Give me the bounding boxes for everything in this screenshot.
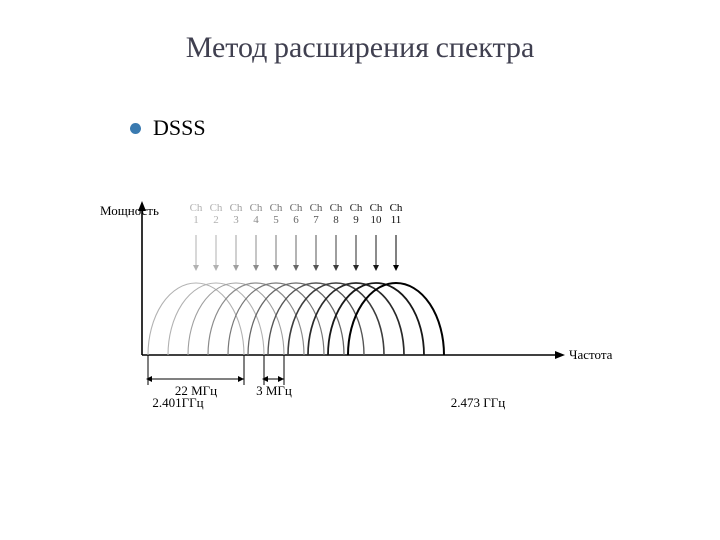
diagram-svg: МощностьЧастотаCh1Ch2Ch3Ch4Ch5Ch6Ch7Ch8C… bbox=[100, 195, 620, 455]
channel-label-4: Ch bbox=[250, 202, 263, 214]
x-axis-label: Частота bbox=[569, 347, 613, 362]
channel-number-3: 3 bbox=[233, 214, 239, 226]
channel-number-2: 2 bbox=[213, 214, 219, 226]
channel-number-7: 7 bbox=[313, 214, 319, 226]
freq-left-label: 2.401ГГц bbox=[152, 395, 203, 410]
channel-number-9: 9 bbox=[353, 214, 359, 226]
channel-arc-2 bbox=[168, 283, 264, 355]
channel-number-5: 5 bbox=[273, 214, 279, 226]
channel-number-10: 10 bbox=[371, 214, 383, 226]
channel-label-7: Ch bbox=[310, 202, 323, 214]
dim-3mhz-label: 3 МГц bbox=[256, 383, 292, 398]
channel-label-3: Ch bbox=[230, 202, 243, 214]
channel-number-6: 6 bbox=[293, 214, 299, 226]
dsss-spectrum-diagram: МощностьЧастотаCh1Ch2Ch3Ch4Ch5Ch6Ch7Ch8C… bbox=[100, 195, 620, 455]
channel-number-1: 1 bbox=[193, 214, 199, 226]
channel-label-2: Ch bbox=[210, 202, 223, 214]
freq-right-label: 2.473 ГГц bbox=[451, 395, 506, 410]
channel-arc-1 bbox=[148, 283, 244, 355]
channel-label-6: Ch bbox=[290, 202, 303, 214]
slide-root: Метод расширения спектра DSSS Мощность Ча… bbox=[0, 0, 720, 540]
channel-number-4: 4 bbox=[253, 214, 259, 226]
bullet-icon bbox=[130, 123, 141, 134]
channel-number-8: 8 bbox=[333, 214, 339, 226]
channel-label-8: Ch bbox=[330, 202, 343, 214]
channel-label-5: Ch bbox=[270, 202, 283, 214]
y-axis-label: Мощность bbox=[100, 203, 159, 218]
channel-label-11: Ch bbox=[390, 202, 403, 214]
channel-number-11: 11 bbox=[391, 214, 402, 226]
slide-title: Метод расширения спектра bbox=[0, 30, 720, 65]
bullet-text: DSSS bbox=[153, 115, 206, 141]
channel-label-9: Ch bbox=[350, 202, 363, 214]
channel-label-10: Ch bbox=[370, 202, 383, 214]
bullet-row: DSSS bbox=[130, 115, 206, 141]
channel-label-1: Ch bbox=[190, 202, 203, 214]
